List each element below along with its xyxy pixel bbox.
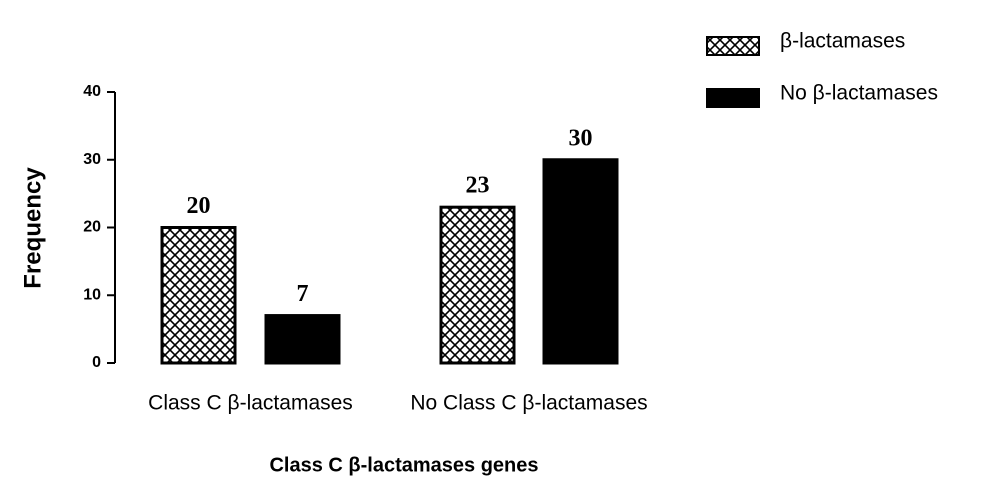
bar <box>542 158 619 365</box>
value-label: 23 <box>466 173 490 199</box>
legend-label: No β-lactamases <box>780 82 938 105</box>
value-label: 7 <box>297 281 309 307</box>
y-tick-label: 0 <box>92 354 101 371</box>
y-tick-label: 10 <box>83 286 101 303</box>
y-tick-label: 20 <box>83 219 101 236</box>
bar <box>264 314 341 365</box>
legend-swatch <box>706 36 760 56</box>
legend-label: β-lactamases <box>780 30 905 53</box>
x-axis-title: Class C β-lactamases genes <box>269 454 538 476</box>
value-label: 20 <box>187 193 211 219</box>
value-label: 30 <box>569 125 593 151</box>
legend-swatch <box>706 88 760 108</box>
y-tick-label: 30 <box>83 151 101 168</box>
y-tick-label: 40 <box>83 83 101 100</box>
x-tick-label: No Class C β-lactamases <box>410 392 647 415</box>
x-tick-label: Class C β-lactamases <box>148 392 353 415</box>
bar <box>160 226 237 365</box>
y-axis-title: Frequency <box>19 167 46 289</box>
bar <box>439 205 516 365</box>
